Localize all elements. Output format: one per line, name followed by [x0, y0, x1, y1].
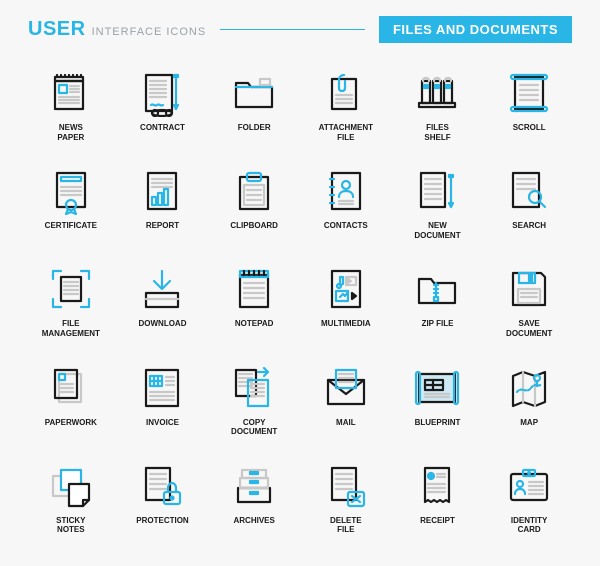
icon-cell: CONTACTS	[303, 163, 389, 251]
attachment-icon	[318, 65, 374, 121]
clipboard-icon	[226, 163, 282, 219]
file-management-icon	[43, 261, 99, 317]
icon-label: PROTECTION	[136, 516, 188, 526]
icon-cell: RECEIPT	[395, 458, 481, 546]
icon-cell: PAPERWORK	[28, 360, 114, 448]
icon-label: NEW DOCUMENT	[414, 221, 460, 240]
zip-file-icon	[409, 261, 465, 317]
header-divider	[220, 29, 365, 30]
icon-cell: DELETE FILE	[303, 458, 389, 546]
icon-cell: DOWNLOAD	[120, 261, 206, 349]
certificate-icon	[43, 163, 99, 219]
save-document-icon	[501, 261, 557, 317]
icon-label: ZIP FILE	[422, 319, 454, 329]
icon-cell: FILES SHELF	[395, 65, 481, 153]
icon-cell: FILE MANAGEMENT	[28, 261, 114, 349]
identity-card-icon	[501, 458, 557, 514]
icon-label: COPY DOCUMENT	[231, 418, 277, 437]
icon-label: ARCHIVES	[233, 516, 274, 526]
report-icon	[134, 163, 190, 219]
header-title-strong: USER	[28, 18, 86, 41]
newspaper-icon	[43, 65, 99, 121]
icon-cell: NEW DOCUMENT	[395, 163, 481, 251]
files-shelf-icon	[409, 65, 465, 121]
header-badge: FILES AND DOCUMENTS	[379, 16, 572, 43]
map-icon	[501, 360, 557, 416]
icon-label: STICKY NOTES	[56, 516, 85, 535]
icon-cell: CERTIFICATE	[28, 163, 114, 251]
delete-file-icon	[318, 458, 374, 514]
folder-icon	[226, 65, 282, 121]
icon-label: BLUEPRINT	[415, 418, 461, 428]
invoice-icon	[134, 360, 190, 416]
icon-label: REPORT	[146, 221, 179, 231]
sticky-notes-icon	[43, 458, 99, 514]
icon-label: SCROLL	[513, 123, 546, 133]
icon-cell: ARCHIVES	[211, 458, 297, 546]
search-icon	[501, 163, 557, 219]
icon-label: DOWNLOAD	[138, 319, 186, 329]
icon-label: MAIL	[336, 418, 356, 428]
notepad-icon	[226, 261, 282, 317]
blueprint-icon	[409, 360, 465, 416]
mail-icon	[318, 360, 374, 416]
icon-label: CONTACTS	[324, 221, 368, 231]
icon-label: DELETE FILE	[330, 516, 362, 535]
paperwork-icon	[43, 360, 99, 416]
copy-document-icon	[226, 360, 282, 416]
icon-label: SAVE DOCUMENT	[506, 319, 552, 338]
icon-cell: CONTRACT	[120, 65, 206, 153]
icon-label: ATTACHMENT FILE	[319, 123, 373, 142]
icon-cell: INVOICE	[120, 360, 206, 448]
archives-icon	[226, 458, 282, 514]
icon-cell: CLIPBOARD	[211, 163, 297, 251]
icon-label: FOLDER	[238, 123, 271, 133]
icon-cell: FOLDER	[211, 65, 297, 153]
contract-icon	[134, 65, 190, 121]
icon-label: NEWS PAPER	[57, 123, 84, 142]
icon-cell: ZIP FILE	[395, 261, 481, 349]
protection-icon	[134, 458, 190, 514]
icon-grid: NEWS PAPER CONTRACT FOLDER ATTACHMENT FILE F…	[28, 65, 572, 546]
new-document-icon	[409, 163, 465, 219]
icon-cell: SAVE DOCUMENT	[486, 261, 572, 349]
download-icon	[134, 261, 190, 317]
multimedia-icon	[318, 261, 374, 317]
icon-cell: MAIL	[303, 360, 389, 448]
icon-cell: SCROLL	[486, 65, 572, 153]
icon-cell: NEWS PAPER	[28, 65, 114, 153]
header-bar: USER INTERFACE ICONS FILES AND DOCUMENTS	[28, 16, 572, 43]
icon-label: PAPERWORK	[45, 418, 97, 428]
icon-cell: ATTACHMENT FILE	[303, 65, 389, 153]
icon-label: CONTRACT	[140, 123, 185, 133]
icon-label: FILE MANAGEMENT	[42, 319, 100, 338]
icon-label: RECEIPT	[420, 516, 455, 526]
icon-cell: PROTECTION	[120, 458, 206, 546]
scroll-icon	[501, 65, 557, 121]
icon-cell: STICKY NOTES	[28, 458, 114, 546]
icon-label: INVOICE	[146, 418, 179, 428]
icon-cell: MULTIMEDIA	[303, 261, 389, 349]
icon-cell: NOTEPAD	[211, 261, 297, 349]
icon-cell: BLUEPRINT	[395, 360, 481, 448]
receipt-icon	[409, 458, 465, 514]
icon-label: MAP	[520, 418, 538, 428]
header-title-light: INTERFACE ICONS	[92, 26, 207, 38]
contacts-icon	[318, 163, 374, 219]
header-title: USER INTERFACE ICONS	[28, 18, 206, 41]
icon-cell: REPORT	[120, 163, 206, 251]
icon-label: SEARCH	[512, 221, 546, 231]
icon-label: IDENTITY CARD	[511, 516, 547, 535]
icon-label: FILES SHELF	[424, 123, 450, 142]
icon-label: NOTEPAD	[235, 319, 274, 329]
icon-label: CLIPBOARD	[230, 221, 278, 231]
icon-label: MULTIMEDIA	[321, 319, 371, 329]
icon-cell: IDENTITY CARD	[486, 458, 572, 546]
icon-cell: MAP	[486, 360, 572, 448]
icon-label: CERTIFICATE	[45, 221, 97, 231]
icon-cell: COPY DOCUMENT	[211, 360, 297, 448]
icon-cell: SEARCH	[486, 163, 572, 251]
